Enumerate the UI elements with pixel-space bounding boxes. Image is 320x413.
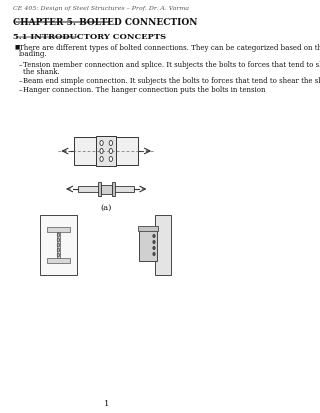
Circle shape	[153, 247, 155, 250]
Circle shape	[109, 141, 113, 146]
Bar	[110, 138, 138, 166]
Bar	[57, 233, 60, 259]
Circle shape	[100, 141, 103, 146]
Text: –: –	[19, 77, 22, 85]
Bar	[140, 230, 157, 261]
Circle shape	[57, 254, 60, 257]
Circle shape	[57, 239, 60, 242]
Bar	[96, 137, 116, 166]
Circle shape	[109, 149, 113, 154]
Circle shape	[153, 235, 155, 238]
Circle shape	[153, 253, 155, 256]
Circle shape	[153, 241, 155, 244]
Circle shape	[57, 244, 60, 247]
Text: (a): (a)	[100, 204, 112, 211]
Text: Tension member connection and splice. It subjects the bolts to forces that tend : Tension member connection and splice. It…	[23, 61, 320, 69]
Bar	[78, 187, 102, 192]
Circle shape	[109, 157, 113, 162]
Bar	[98, 183, 101, 197]
Bar	[112, 183, 115, 197]
Text: loading.: loading.	[19, 50, 47, 58]
Bar	[138, 226, 158, 231]
Text: Beam end simple connection. It subjects the bolts to forces that tend to shear t: Beam end simple connection. It subjects …	[23, 77, 320, 85]
Text: –: –	[19, 61, 22, 69]
Bar	[74, 138, 102, 166]
Circle shape	[57, 234, 60, 237]
Circle shape	[57, 249, 60, 252]
Bar	[47, 259, 70, 263]
Circle shape	[100, 149, 103, 154]
Text: 5.1 INTRODUCTORY CONCEPTS: 5.1 INTRODUCTORY CONCEPTS	[13, 33, 166, 41]
Bar	[40, 216, 77, 275]
Bar	[155, 216, 171, 275]
Circle shape	[100, 157, 103, 162]
Text: Hanger connection. The hanger connection puts the bolts in tension: Hanger connection. The hanger connection…	[23, 86, 266, 94]
Text: CE 405: Design of Steel Structures – Prof. Dr. A. Varma: CE 405: Design of Steel Structures – Pro…	[13, 6, 189, 11]
Text: ■: ■	[15, 44, 20, 49]
Bar	[47, 228, 70, 233]
Text: There are different types of bolted connections. They can be categorized based o: There are different types of bolted conn…	[19, 44, 320, 52]
Text: –: –	[19, 86, 22, 94]
Text: CHAPTER 5. BOLTED CONNECTION: CHAPTER 5. BOLTED CONNECTION	[13, 18, 198, 27]
Text: the shank.: the shank.	[23, 67, 60, 75]
Bar	[110, 187, 134, 192]
Bar	[101, 185, 112, 194]
Text: 1: 1	[104, 399, 109, 407]
